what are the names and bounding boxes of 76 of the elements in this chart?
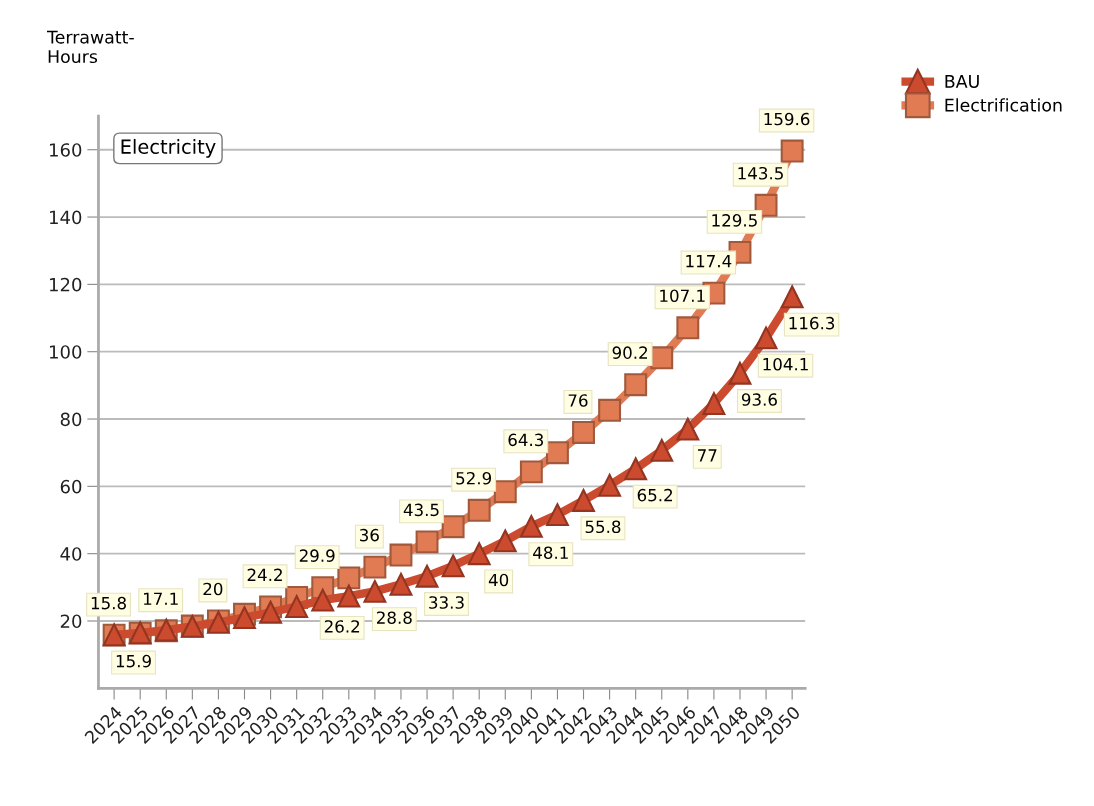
data-label: 24.2 <box>247 568 282 581</box>
data-label: 159.6 <box>764 112 810 126</box>
data-label: 107.1 <box>660 289 705 303</box>
point <box>337 584 361 608</box>
y-tick-label: 120 <box>50 277 82 292</box>
point <box>754 326 778 350</box>
point <box>624 373 648 397</box>
y-tick-label: 80 <box>60 412 82 427</box>
point <box>441 515 465 539</box>
y-tick-label: 160 <box>50 143 82 157</box>
data-label: 33.3 <box>429 596 464 609</box>
data-label: 65.2 <box>637 488 672 502</box>
point <box>624 457 648 481</box>
annotation: Electricity <box>121 138 216 158</box>
point <box>363 579 387 603</box>
point <box>780 285 804 309</box>
data-label: 43.5 <box>403 503 439 517</box>
y-tick-label: 40 <box>60 547 82 561</box>
data-label: 52.9 <box>456 471 492 485</box>
point <box>389 572 413 596</box>
data-label: 55.8 <box>585 520 621 534</box>
point <box>650 346 674 370</box>
point <box>545 503 569 527</box>
point <box>285 595 309 618</box>
data-label: 116.3 <box>789 316 835 330</box>
data-label: 20 <box>203 582 223 596</box>
point <box>572 421 595 444</box>
data-label: 117.4 <box>686 255 732 268</box>
point <box>311 588 335 612</box>
point <box>415 564 439 588</box>
y-axis-title: Terrawatt- Hours <box>46 30 134 64</box>
point <box>467 542 491 566</box>
point <box>598 473 622 497</box>
point <box>676 417 700 441</box>
data-label: 76 <box>568 394 588 407</box>
data-label: 77 <box>698 449 717 462</box>
point <box>337 566 361 590</box>
data-label: 90.2 <box>612 346 647 359</box>
point <box>545 441 569 465</box>
data-label: 64.3 <box>508 433 544 447</box>
point <box>415 530 439 554</box>
y-tick-label: 140 <box>50 210 82 225</box>
point <box>728 361 752 385</box>
data-label: 15.8 <box>91 596 126 610</box>
data-label: 15.9 <box>116 654 151 668</box>
point <box>441 554 465 578</box>
data-label: 48.1 <box>533 546 568 560</box>
point <box>493 529 517 553</box>
point <box>363 555 387 579</box>
y-tick-label: 60 <box>60 479 82 494</box>
point <box>259 600 283 624</box>
legend-label: BAU <box>945 75 979 88</box>
data-label: 29.9 <box>299 549 335 562</box>
point <box>389 543 413 567</box>
legend-label: Electrification <box>945 98 1062 112</box>
data-label: 143.5 <box>738 166 783 180</box>
data-label: 17.1 <box>143 592 178 605</box>
point <box>598 398 622 422</box>
data-label: 40 <box>488 573 509 587</box>
data-label: 129.5 <box>712 214 757 227</box>
y-tick-label: 100 <box>50 345 82 359</box>
y-tick-label: 20 <box>60 614 82 629</box>
point <box>572 489 595 512</box>
point <box>650 438 674 462</box>
point <box>519 460 543 484</box>
data-label: 93.6 <box>741 393 777 406</box>
point <box>467 498 491 522</box>
point <box>780 139 804 163</box>
point <box>676 316 700 340</box>
point <box>493 480 517 504</box>
data-label: 28.8 <box>377 611 412 624</box>
data-label: 26.2 <box>324 620 360 633</box>
data-label: 36 <box>360 528 379 542</box>
data-label: 104.1 <box>763 357 808 371</box>
point <box>702 392 726 415</box>
point <box>519 514 543 538</box>
